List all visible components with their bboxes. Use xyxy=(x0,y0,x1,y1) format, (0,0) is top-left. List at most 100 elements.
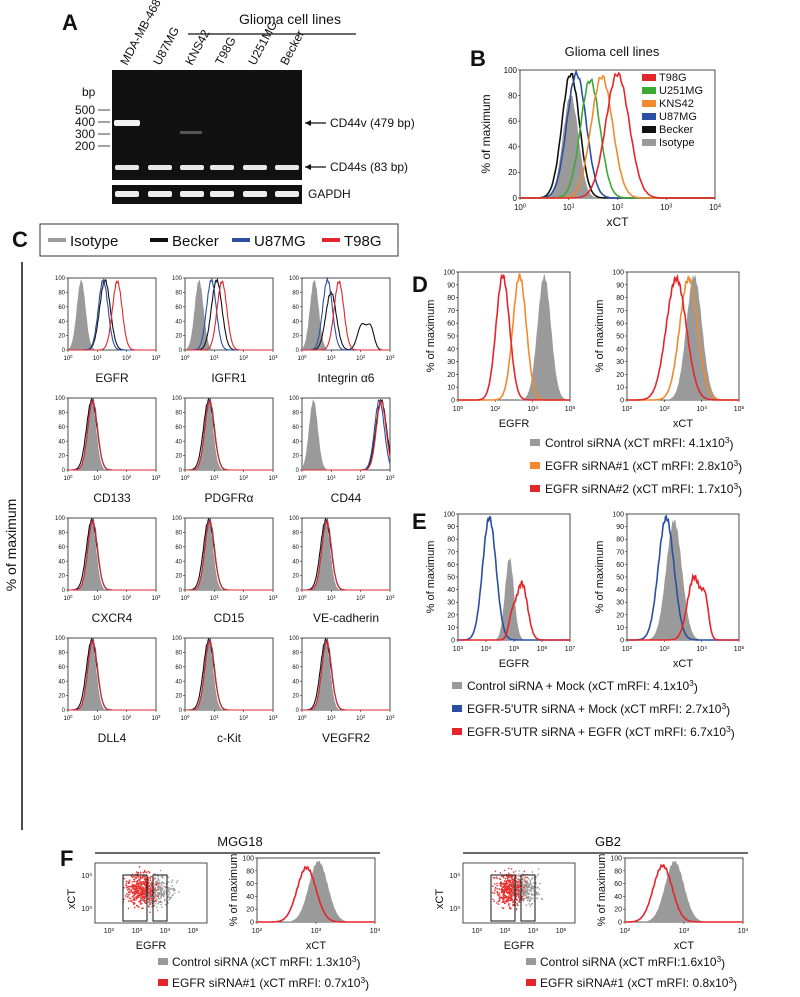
histogram-line xyxy=(627,572,739,641)
dot xyxy=(125,880,128,883)
dot xyxy=(144,902,147,905)
gate xyxy=(520,874,536,922)
x-tick-label: 100 xyxy=(63,354,73,362)
dot xyxy=(529,905,532,907)
dot xyxy=(517,884,520,886)
dot xyxy=(135,884,137,887)
y-axis-label: % of maximum xyxy=(3,499,19,592)
y-tick-label-part: 10 xyxy=(81,873,89,880)
x-tick-label-part: 10 xyxy=(93,356,100,362)
dot xyxy=(149,877,152,880)
dot xyxy=(525,896,527,899)
y-axis-label: % of maximum xyxy=(425,300,437,373)
dot xyxy=(149,889,151,892)
y-tick-label: 100 xyxy=(172,636,183,642)
y-tick-label: 40 xyxy=(58,439,65,445)
y-tick-label: 60 xyxy=(616,562,624,569)
x-tick-label-part: 10 xyxy=(565,406,573,413)
y-tick-label: 40 xyxy=(175,319,182,325)
ladder-label: 200 xyxy=(75,139,95,153)
legend-label: EGFR-5'UTR siRNA + EGFR (xCT mRFI: 6.7x1… xyxy=(467,724,735,740)
dot xyxy=(160,903,162,906)
y-tick-label: 60 xyxy=(58,305,65,311)
y-tick-label: 0 xyxy=(179,348,183,354)
dot xyxy=(176,881,178,884)
y-tick-label: 20 xyxy=(616,612,624,619)
x-tick-label-part: 2 xyxy=(630,405,633,411)
y-tick-label: 50 xyxy=(447,333,455,340)
dot xyxy=(517,903,519,906)
y-tick-label: 100 xyxy=(172,516,183,522)
dot xyxy=(515,880,518,882)
dot xyxy=(131,884,134,887)
dot xyxy=(135,886,137,889)
dot xyxy=(504,896,507,899)
y-axis-label: % of maximum xyxy=(594,300,606,373)
lane-label: T98G xyxy=(212,34,238,67)
x-tick-label: 105 xyxy=(734,405,745,413)
band xyxy=(243,191,267,197)
dot xyxy=(496,890,499,893)
y-tick-label: 30 xyxy=(447,600,455,607)
x-tick-label-part: 3 xyxy=(275,474,278,479)
y-tick-label: 40 xyxy=(447,587,455,594)
x-tick-label-part: 3 xyxy=(275,594,278,599)
dot xyxy=(525,884,527,886)
dot xyxy=(497,900,500,903)
ladder-label: 500 xyxy=(75,103,95,117)
x-tick-label-part: 10 xyxy=(297,716,304,722)
gate xyxy=(152,874,168,922)
dot xyxy=(505,896,508,898)
x-axis-label: EGFR xyxy=(499,418,530,430)
legend-swatch xyxy=(530,439,540,446)
dot xyxy=(515,898,518,901)
dot xyxy=(150,884,153,886)
dot xyxy=(149,876,151,878)
y-tick-label: 90 xyxy=(447,524,455,531)
x-tick-label: 103 xyxy=(132,927,143,935)
x-tick-label: 105 xyxy=(734,645,745,653)
legend-label: Control siRNA (xCT mRFI: 1.3x103) xyxy=(172,954,361,970)
dot xyxy=(535,893,538,895)
dot xyxy=(168,886,170,889)
x-axis-label: EGFR xyxy=(504,940,535,952)
dot xyxy=(160,891,162,894)
sample-title: MGG18 xyxy=(217,834,263,849)
dot xyxy=(510,894,512,896)
dot xyxy=(527,878,530,880)
histogram-fill xyxy=(68,279,156,350)
x-tick-label-part: 0 xyxy=(187,714,190,719)
dot xyxy=(501,875,503,878)
y-tick-label: 60 xyxy=(246,881,254,888)
x-tick-label-part: 10 xyxy=(297,356,304,362)
histogram-fill xyxy=(458,557,570,640)
histogram-line xyxy=(185,280,273,351)
dot xyxy=(519,879,521,881)
dot xyxy=(507,904,510,906)
histogram-fill xyxy=(302,279,390,350)
x-tick-label-part: 10 xyxy=(563,203,572,212)
dot xyxy=(130,889,133,891)
y-tick-label: 90 xyxy=(616,282,624,289)
legend-swatch xyxy=(642,100,656,107)
y-tick-label: 0 xyxy=(451,397,455,404)
x-tick-label-part: 2 xyxy=(129,714,132,719)
legend-label: T98G xyxy=(659,72,687,84)
dot xyxy=(522,879,524,881)
dot xyxy=(507,899,509,902)
dot xyxy=(493,892,496,895)
y-tick-label: 0 xyxy=(620,637,624,644)
y-tick-label: 100 xyxy=(289,276,300,282)
x-tick-label-part: 10 xyxy=(268,356,275,362)
x-tick-label-part: 10 xyxy=(180,716,187,722)
x-tick-label: 103 xyxy=(151,354,161,362)
dot xyxy=(164,903,167,906)
histogram-line xyxy=(68,398,156,471)
x-tick-label-part: 1 xyxy=(217,594,220,599)
x-tick-label: 100 xyxy=(297,474,307,482)
x-tick-label-part: 10 xyxy=(210,716,217,722)
x-tick-label: 103 xyxy=(268,714,278,722)
dot xyxy=(163,893,165,896)
dot xyxy=(144,886,147,888)
dot xyxy=(161,888,163,891)
